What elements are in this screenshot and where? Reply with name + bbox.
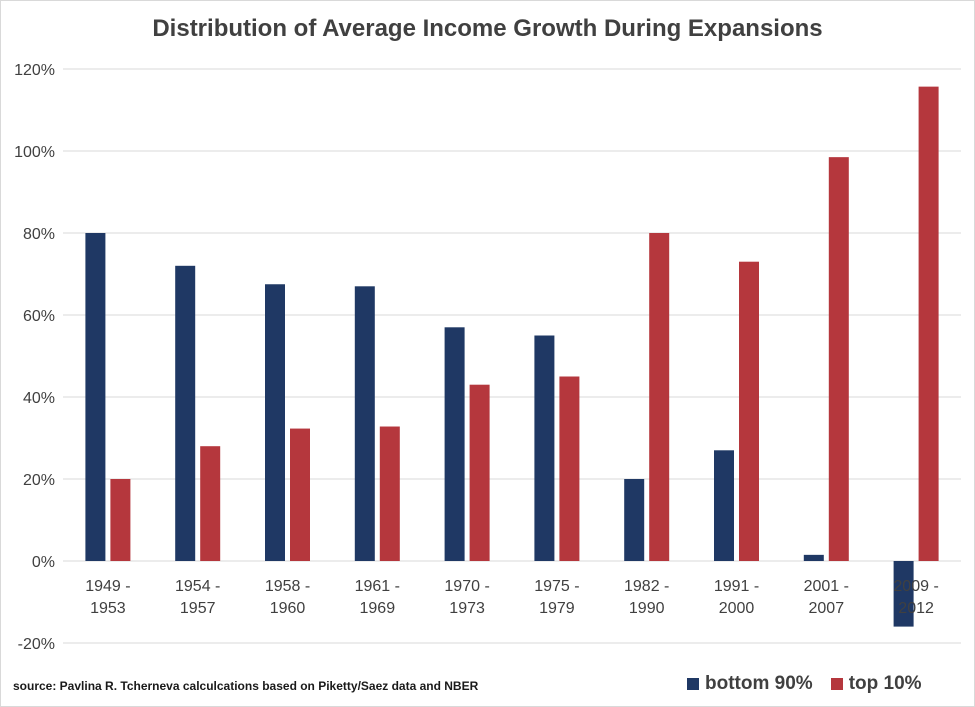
x-tick-label: 1982 -1990: [624, 578, 669, 617]
y-tick-label: 40%: [23, 390, 55, 407]
legend-item: top 10%: [830, 673, 922, 695]
bar-bottom-90-: [893, 561, 914, 627]
y-tick-label: 100%: [14, 144, 55, 161]
y-tick-label: 20%: [23, 472, 55, 489]
bar-top-10-: [110, 479, 131, 561]
bar-bottom-90-: [803, 554, 824, 561]
legend-swatch: [830, 678, 843, 690]
x-tick-label: 1958 -1960: [265, 578, 310, 617]
x-tick-label: 1970 -1973: [444, 578, 489, 617]
bar-bottom-90-: [534, 335, 555, 561]
source-note: source: Pavlina R. Tcherneva calculcatio…: [13, 679, 479, 693]
bar-top-10-: [379, 426, 400, 561]
bar-bottom-90-: [624, 479, 645, 561]
y-tick-label: 60%: [23, 308, 55, 325]
legend-item: bottom 90%: [687, 673, 813, 695]
bar-bottom-90-: [175, 265, 196, 561]
legend-swatch: [687, 678, 699, 690]
legend-label: bottom 90%: [705, 673, 813, 694]
x-tick-label: 2001 -2007: [804, 578, 849, 617]
chart-title: Distribution of Average Income Growth Du…: [152, 15, 823, 42]
bar-top-10-: [918, 86, 939, 561]
bar-bottom-90-: [714, 450, 734, 561]
x-tick-label: 1975 -1979: [534, 578, 579, 617]
x-tick-label: 1991 -2000: [714, 578, 759, 617]
bar-top-10-: [739, 261, 759, 561]
legend-label: top 10%: [848, 673, 922, 694]
bar-bottom-90-: [265, 284, 285, 561]
bar-bottom-90-: [354, 286, 375, 561]
bar-bottom-90-: [85, 233, 106, 561]
x-tick-label: 2009 -2012: [893, 578, 938, 617]
bar-top-10-: [469, 384, 490, 561]
x-tick-label: 1954 -1957: [175, 578, 220, 617]
y-tick-label: 120%: [14, 62, 55, 79]
y-tick-label: 80%: [23, 226, 55, 243]
bar-top-10-: [200, 446, 221, 561]
chart-legend: bottom 90% top 10%: [687, 673, 940, 695]
x-tick-label: 1961 -1969: [355, 578, 400, 617]
y-tick-label: 0%: [32, 554, 55, 571]
x-tick-label: 1949 -1953: [85, 578, 130, 617]
bar-top-10-: [828, 157, 849, 561]
bar-bottom-90-: [444, 327, 465, 561]
bar-top-10-: [559, 376, 580, 561]
bar-top-10-: [290, 428, 310, 561]
y-tick-label: -20%: [18, 636, 55, 653]
bar-top-10-: [649, 233, 670, 561]
